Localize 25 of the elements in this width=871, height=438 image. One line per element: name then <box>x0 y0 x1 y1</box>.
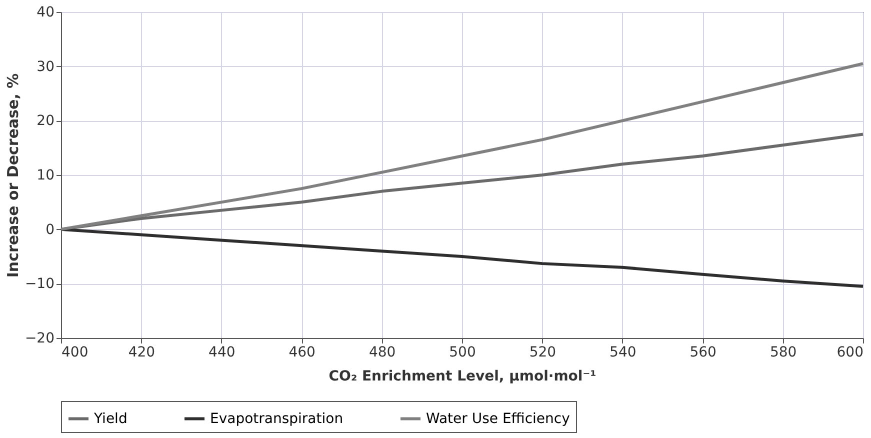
legend-label: Yield <box>93 410 128 427</box>
x-tick-label: 480 <box>368 344 396 360</box>
line-series <box>60 62 864 231</box>
x-tick-label: 500 <box>449 344 476 360</box>
x-tick-label: 600 <box>836 344 864 360</box>
legend-label: Water Use Efficiency <box>426 410 570 427</box>
x-tick-label: 400 <box>62 344 88 360</box>
x-tick-label: 560 <box>690 344 716 360</box>
y-tick-label: 20 <box>36 113 54 130</box>
x-axis-title: CO₂ Enrichment Level, μmol·mol⁻¹ <box>328 368 596 384</box>
y-tick-label: −10 <box>24 276 54 292</box>
x-tick-label: 540 <box>610 344 636 360</box>
x-tick-label: 420 <box>128 344 156 360</box>
x-tick-label: 580 <box>770 344 797 360</box>
x-tick-label: 520 <box>529 344 556 360</box>
y-tick-label: 0 <box>46 222 54 238</box>
y-axis-title: Increase or Decrease, % <box>4 73 22 278</box>
y-tick-label: −20 <box>24 330 54 346</box>
x-tick-label: 460 <box>288 344 316 360</box>
y-tick-label: 30 <box>36 58 54 75</box>
legend-label: Evapotranspiration <box>210 410 344 427</box>
y-tick-label: 10 <box>36 168 54 184</box>
x-tick-label: 440 <box>208 344 236 360</box>
y-tick-label: 40 <box>36 4 54 20</box>
line-series <box>60 228 864 288</box>
